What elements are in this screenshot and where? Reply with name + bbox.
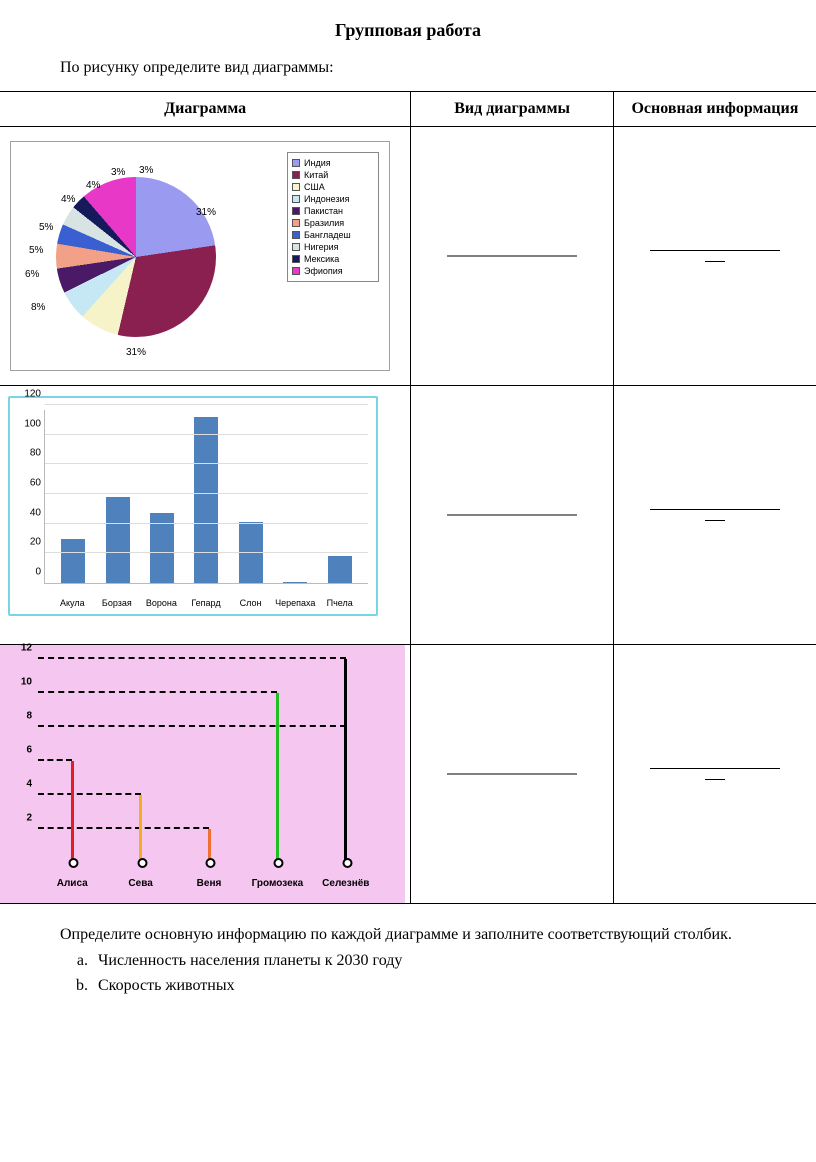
legend-item: Мексика — [292, 254, 374, 264]
bar-ytick: 0 — [15, 567, 41, 578]
lolli-xlabel: Алиса — [38, 878, 106, 889]
answer-blank-type-2 — [411, 386, 613, 644]
lolli-xlabel: Громозека — [243, 878, 311, 889]
lollipop-chart-cell: 2 4 6 8 10 12 АлисаСеваВеняГромозекаСелезнёв — [0, 645, 405, 903]
bottom-instruction: Определите основную информацию по каждой… — [60, 924, 756, 997]
pie-slice-label: 31% — [126, 347, 146, 358]
bar-xlabel: Акула — [52, 598, 92, 608]
lolli-stick — [276, 693, 279, 863]
pie-slice-label: 5% — [29, 245, 43, 256]
lolli-xlabel: Сева — [106, 878, 174, 889]
pie-slice-label: 3% — [139, 165, 153, 176]
pie-slice-label: 31% — [196, 207, 216, 218]
legend-item: Нигерия — [292, 242, 374, 252]
lolli-dot — [137, 858, 147, 868]
bar — [328, 556, 352, 583]
legend-item: Пакистан — [292, 206, 374, 216]
bar-xlabel: Борзая — [97, 598, 137, 608]
lolli-ytick: 4 — [8, 779, 32, 790]
bar-ytick: 20 — [15, 537, 41, 548]
bar-xlabel: Ворона — [141, 598, 181, 608]
worksheet-table: Диаграмма Вид диаграммы Основная информа… — [0, 91, 816, 904]
bar-xlabel: Пчела — [320, 598, 360, 608]
lolli-dot — [342, 858, 352, 868]
lolli-xlabel: Селезнёв — [312, 878, 380, 889]
lolli-ytick: 10 — [8, 677, 32, 688]
lolli-dot — [69, 858, 79, 868]
pie-slice-label: 6% — [25, 269, 39, 280]
answer-blank-type-3 — [411, 645, 613, 903]
legend-item: Эфиопия — [292, 266, 374, 276]
lolli-stick — [344, 659, 347, 863]
lolli-ytick: 8 — [8, 711, 32, 722]
bar — [61, 539, 85, 584]
lolli-stick — [139, 795, 142, 863]
answer-blank-info-1 — [614, 127, 816, 385]
lolli-xlabel: Веня — [175, 878, 243, 889]
bar-chart-cell: 0 20 40 60 80 100 120 Акула Борзая Ворона Гепард С… — [0, 386, 410, 644]
pie-slice-label: 3% — [111, 167, 125, 178]
pie-chart-cell: 31% 31% 8% 6% 5% 5% 4% 4% 3% 3% Индия Китай США Индо… — [0, 127, 410, 385]
answer-blank-type-1 — [411, 127, 613, 385]
answer-blank-info-2 — [614, 386, 816, 644]
bar-xlabel: Гепард — [186, 598, 226, 608]
instruction-text: По рисунку определите вид диаграммы: — [60, 59, 816, 77]
legend-item: Бразилия — [292, 218, 374, 228]
bar — [194, 417, 218, 583]
header-info: Основная информация — [613, 92, 816, 127]
pie-slice-label: 8% — [31, 302, 45, 313]
lolli-dot — [206, 858, 216, 868]
bottom-list: Численность населения планеты к 2030 год… — [84, 950, 756, 997]
bar-ytick: 120 — [15, 389, 41, 400]
bar-ytick: 100 — [15, 418, 41, 429]
list-item: Численность населения планеты к 2030 год… — [92, 950, 756, 972]
lolli-ytick: 2 — [8, 813, 32, 824]
bar — [283, 582, 307, 583]
lolli-dot — [274, 858, 284, 868]
bar-xlabel: Слон — [231, 598, 271, 608]
lolli-stick — [71, 761, 74, 863]
legend-item: США — [292, 182, 374, 192]
lolli-ytick: 6 — [8, 745, 32, 756]
pie-slice-label: 4% — [61, 194, 75, 205]
lolli-ytick: 12 — [8, 643, 32, 654]
bar-xlabel: Черепаха — [275, 598, 315, 608]
bar-chart: 020406080100120 АкулаБорзаяВоронаГепардС… — [8, 396, 378, 616]
legend-item: Индия — [292, 158, 374, 168]
pie-slice-label: 4% — [86, 180, 100, 191]
header-type: Вид диаграммы — [411, 92, 614, 127]
pie-slice-label: 5% — [39, 222, 53, 233]
legend-item: Индонезия — [292, 194, 374, 204]
header-diagram: Диаграмма — [0, 92, 411, 127]
bar-ytick: 80 — [15, 448, 41, 459]
lollipop-chart: 24681012 АлисаСеваВеняГромозекаСелезнёв — [0, 649, 392, 897]
bar-ytick: 60 — [15, 478, 41, 489]
page-title: Групповая работа — [0, 20, 816, 41]
bar-ytick: 40 — [15, 507, 41, 518]
pie-legend: Индия Китай США Индонезия Пакистан Бразилия Ба… — [287, 152, 379, 282]
legend-item: Китай — [292, 170, 374, 180]
legend-item: Бангладеш — [292, 230, 374, 240]
list-item: Скорость животных — [92, 975, 756, 997]
pie-chart: 31% 31% 8% 6% 5% 5% 4% 4% 3% 3% Индия Китай США Индо… — [10, 141, 390, 371]
bar — [150, 513, 174, 583]
bar — [106, 497, 130, 583]
answer-blank-info-3 — [614, 645, 816, 903]
